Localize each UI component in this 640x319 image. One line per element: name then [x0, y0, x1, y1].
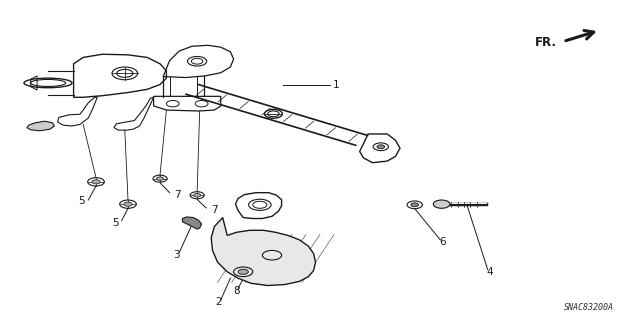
Text: 4: 4	[486, 267, 493, 277]
Circle shape	[433, 200, 450, 208]
Text: 3: 3	[173, 250, 179, 260]
Text: 7: 7	[211, 205, 218, 215]
Text: 1: 1	[333, 79, 339, 90]
Polygon shape	[27, 121, 54, 131]
Circle shape	[124, 202, 132, 206]
Circle shape	[377, 145, 385, 149]
Circle shape	[238, 269, 248, 274]
Text: 5: 5	[79, 196, 85, 206]
Text: 6: 6	[440, 237, 446, 247]
Circle shape	[193, 193, 201, 197]
Circle shape	[92, 180, 100, 184]
Text: FR.: FR.	[535, 36, 557, 48]
Text: 8: 8	[234, 286, 240, 296]
Polygon shape	[211, 218, 316, 286]
Text: SNAC83200A: SNAC83200A	[564, 303, 614, 312]
Text: 7: 7	[174, 189, 180, 200]
Polygon shape	[182, 217, 202, 229]
Text: 2: 2	[216, 297, 222, 307]
Circle shape	[411, 203, 419, 207]
Circle shape	[156, 177, 164, 181]
Text: 5: 5	[112, 218, 118, 228]
